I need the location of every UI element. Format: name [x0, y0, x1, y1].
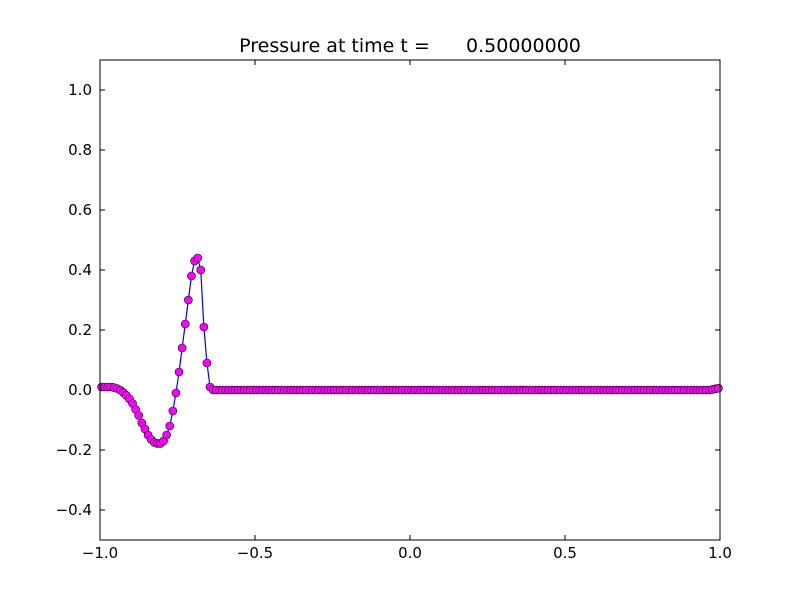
- x-tick-label: −0.5: [237, 544, 273, 562]
- x-tick-label: 0.5: [553, 544, 577, 562]
- y-tick-label: 0.4: [68, 261, 92, 279]
- y-tick-label: 0.2: [68, 321, 92, 339]
- data-point: [180, 319, 190, 329]
- data-point: [193, 253, 202, 263]
- y-tick-label: 0.8: [68, 141, 92, 159]
- plot-area: [97, 253, 723, 448]
- data-point: [162, 430, 171, 440]
- axes-frame: [99, 59, 721, 541]
- x-tick-label: 0.0: [398, 544, 422, 562]
- data-point: [714, 383, 723, 393]
- data-point: [177, 343, 187, 353]
- data-point: [174, 367, 184, 377]
- data-point: [171, 388, 181, 398]
- data-point: [184, 295, 193, 305]
- data-point: [202, 358, 212, 368]
- data-point: [165, 421, 175, 431]
- data-point: [187, 271, 196, 281]
- data-point: [168, 406, 178, 416]
- data-point: [134, 411, 144, 420]
- y-tick-label: −0.4: [56, 501, 92, 519]
- y-tick-label: 0.0: [68, 381, 92, 399]
- y-tick-label: 1.0: [68, 81, 92, 99]
- y-axis-ticks: −0.4 −0.2 0.0 0.2 0.4 0.6 0.8 1.0: [56, 81, 720, 519]
- x-tick-label: −1.0: [82, 544, 118, 562]
- y-tick-label: −0.2: [56, 441, 92, 459]
- data-point: [196, 265, 206, 275]
- data-point: [199, 322, 209, 332]
- series-line: [101, 256, 719, 444]
- x-axis-ticks: −1.0 −0.5 0.0 0.5 1.0: [82, 60, 732, 562]
- chart-title: Pressure at time t = 0.50000000: [239, 35, 581, 57]
- y-tick-label: 0.6: [68, 201, 92, 219]
- x-tick-label: 1.0: [708, 544, 732, 562]
